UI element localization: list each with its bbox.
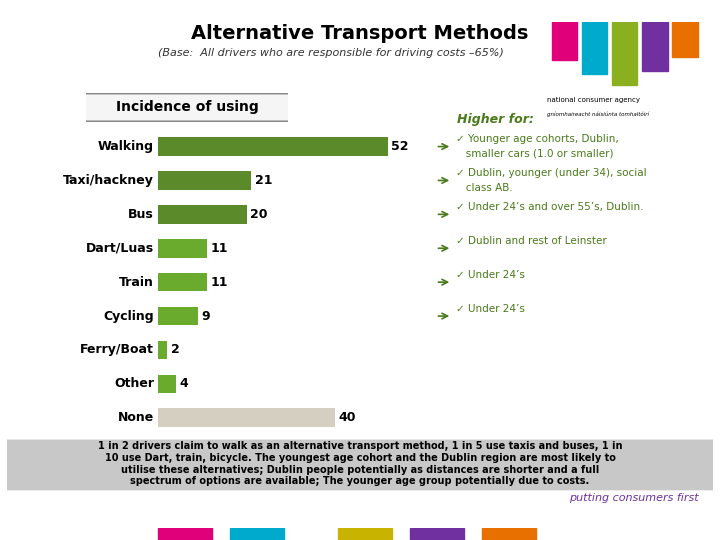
Bar (158, 239, 207, 258)
Bar (158, 375, 176, 393)
Text: 11: 11 (210, 242, 228, 255)
FancyBboxPatch shape (78, 93, 296, 122)
Text: 11: 11 (210, 275, 228, 289)
Text: Taxi/hackney: Taxi/hackney (63, 174, 154, 187)
Text: Bus: Bus (128, 208, 154, 221)
Text: 21: 21 (255, 174, 272, 187)
Bar (158, 137, 388, 156)
Text: Ferry/Boat: Ferry/Boat (80, 343, 154, 356)
Bar (552, 22, 577, 60)
Bar (158, 273, 207, 292)
Text: 40: 40 (338, 411, 356, 424)
Bar (158, 408, 335, 427)
Bar (158, 341, 167, 359)
Text: ✓ Under 24’s: ✓ Under 24’s (456, 270, 525, 280)
Bar (672, 22, 698, 57)
Text: Higher for:: Higher for: (457, 113, 534, 126)
Text: Other: Other (114, 377, 154, 390)
Text: putting consumers first: putting consumers first (569, 493, 698, 503)
Text: Alternative Transport Methods: Alternative Transport Methods (192, 24, 528, 43)
Bar (158, 307, 198, 326)
Bar (582, 22, 608, 74)
Text: gníomhaireacht náisiúnta tomhaltóirí: gníomhaireacht náisiúnta tomhaltóirí (547, 111, 649, 117)
Text: Cycling: Cycling (104, 309, 154, 322)
Bar (642, 22, 667, 71)
Text: Train: Train (119, 275, 154, 289)
Text: Incidence of using: Incidence of using (116, 100, 258, 114)
Text: ✓ Dublin and rest of Leinster: ✓ Dublin and rest of Leinster (456, 236, 606, 246)
Text: ✓ Under 24’s: ✓ Under 24’s (456, 304, 525, 314)
FancyBboxPatch shape (0, 440, 720, 490)
Text: Dart/Luas: Dart/Luas (86, 242, 154, 255)
Text: 2: 2 (171, 343, 179, 356)
Bar (410, 528, 464, 540)
Text: ✓ Younger age cohorts, Dublin,: ✓ Younger age cohorts, Dublin, (456, 134, 618, 144)
Bar (158, 528, 212, 540)
Text: 52: 52 (392, 140, 409, 153)
Bar (482, 528, 536, 540)
Text: www.consumersconnect.ie: www.consumersconnect.ie (11, 530, 112, 538)
Bar (338, 528, 392, 540)
Bar (158, 171, 251, 190)
Text: (Base:  All drivers who are responsible for driving costs –65%): (Base: All drivers who are responsible f… (158, 48, 504, 58)
Text: smaller cars (1.0 or smaller): smaller cars (1.0 or smaller) (456, 148, 613, 159)
Text: %: % (158, 113, 169, 123)
Bar (230, 528, 284, 540)
Text: 9: 9 (202, 309, 210, 322)
Text: national consumer agency: national consumer agency (547, 97, 640, 104)
Text: class AB.: class AB. (456, 183, 513, 193)
Text: ✓ Under 24’s and over 55’s, Dublin.: ✓ Under 24’s and over 55’s, Dublin. (456, 202, 643, 212)
Text: ✓ Dublin, younger (under 34), social: ✓ Dublin, younger (under 34), social (456, 168, 647, 178)
Bar (612, 22, 637, 85)
Text: 20: 20 (250, 208, 268, 221)
Text: 4: 4 (179, 377, 189, 390)
Text: None: None (118, 411, 154, 424)
Bar (158, 205, 247, 224)
Text: 1 in 2 drivers claim to walk as an alternative transport method, 1 in 5 use taxi: 1 in 2 drivers claim to walk as an alter… (98, 442, 622, 487)
Text: Walking: Walking (98, 140, 154, 153)
